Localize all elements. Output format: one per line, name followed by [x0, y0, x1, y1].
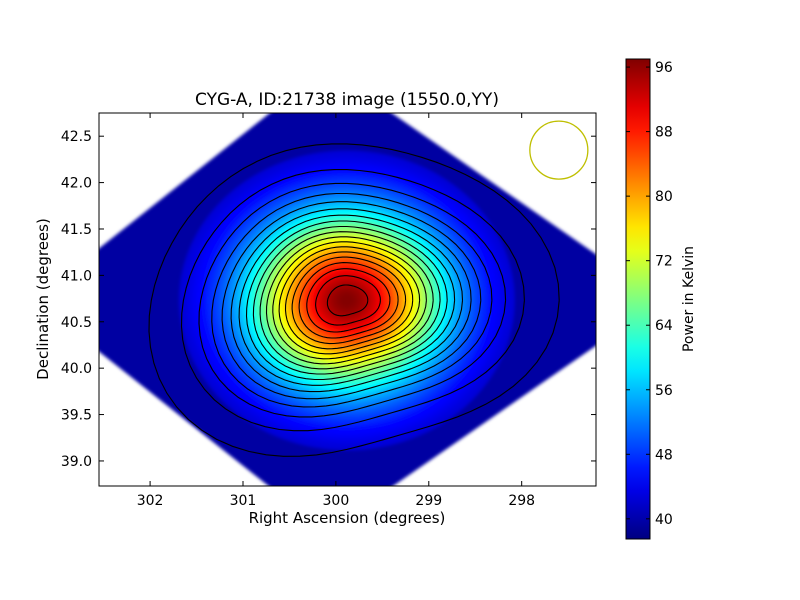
contour-line	[148, 143, 560, 457]
contour-line	[265, 236, 434, 365]
colorbar-tick-label: 72	[655, 254, 673, 270]
contour-line	[180, 169, 525, 432]
colorbar-tick-label: 80	[655, 189, 673, 205]
contour-line	[259, 231, 441, 370]
contour-line	[230, 208, 472, 393]
y-tick-label: 40.0	[61, 361, 92, 377]
x-tick-label: 298	[508, 493, 535, 509]
x-tick-label: 300	[323, 493, 350, 509]
y-tick-label: 40.5	[61, 315, 92, 331]
beam-marker	[529, 120, 589, 180]
y-tick-label: 41.0	[61, 268, 92, 284]
x-tick-label: 301	[230, 493, 257, 509]
contour-line	[306, 268, 391, 333]
x-axis-label: Right Ascension (degrees)	[249, 509, 446, 527]
y-axis: 39.0 39.5 40.0 40.5 41.0 41.5 42.0 42.5	[61, 129, 596, 470]
contour-line	[291, 256, 407, 345]
contour-line	[198, 182, 507, 418]
x-tick-label: 302	[137, 493, 164, 509]
colorbar-tick-label: 64	[655, 318, 673, 334]
colorbar-ticks: 40 48 56 64 72 80 88 96	[626, 60, 673, 528]
contours	[148, 143, 560, 457]
contour-line	[284, 251, 414, 350]
contour-line	[272, 241, 427, 360]
colorbar: 40 48 56 64 72 80 88 96 Power in Kelvin	[625, 58, 697, 540]
source-glow	[340, 294, 354, 307]
y-tick-label: 39.5	[61, 408, 92, 424]
contour-line	[326, 284, 369, 317]
y-tick-label: 42.5	[61, 129, 92, 145]
contour-line	[221, 201, 482, 400]
contour-line	[298, 262, 399, 339]
x-axis: 302 301 300 299 298	[137, 113, 535, 509]
y-tick-label: 41.5	[61, 222, 92, 238]
colorbar-tick-label: 40	[655, 512, 673, 528]
heatmap	[99, 113, 596, 486]
colorbar-tick-label: 56	[655, 383, 673, 399]
colorbar-frame	[625, 58, 651, 540]
y-tick-label: 42.0	[61, 176, 92, 192]
colorbar-tick-label: 48	[655, 447, 673, 463]
chart-title: CYG-A, ID:21738 image (1550.0,YY)	[195, 90, 499, 110]
contour-line	[238, 214, 464, 386]
colorbar-tick-label: 96	[655, 60, 673, 76]
x-tick-label: 299	[415, 493, 442, 509]
contour-line	[315, 275, 381, 326]
contour-line	[252, 225, 448, 375]
y-tick-label: 39.0	[61, 454, 92, 470]
colorbar-label: Power in Kelvin	[681, 246, 697, 352]
plot-area	[99, 113, 596, 486]
contour-line	[278, 246, 421, 355]
y-axis-label: Declination (degrees)	[34, 218, 52, 380]
contour-line	[245, 220, 456, 381]
plot-frame	[98, 112, 597, 487]
colorbar-tick-label: 88	[655, 125, 673, 141]
contour-line	[211, 192, 493, 408]
colorbar-fill	[626, 59, 650, 539]
